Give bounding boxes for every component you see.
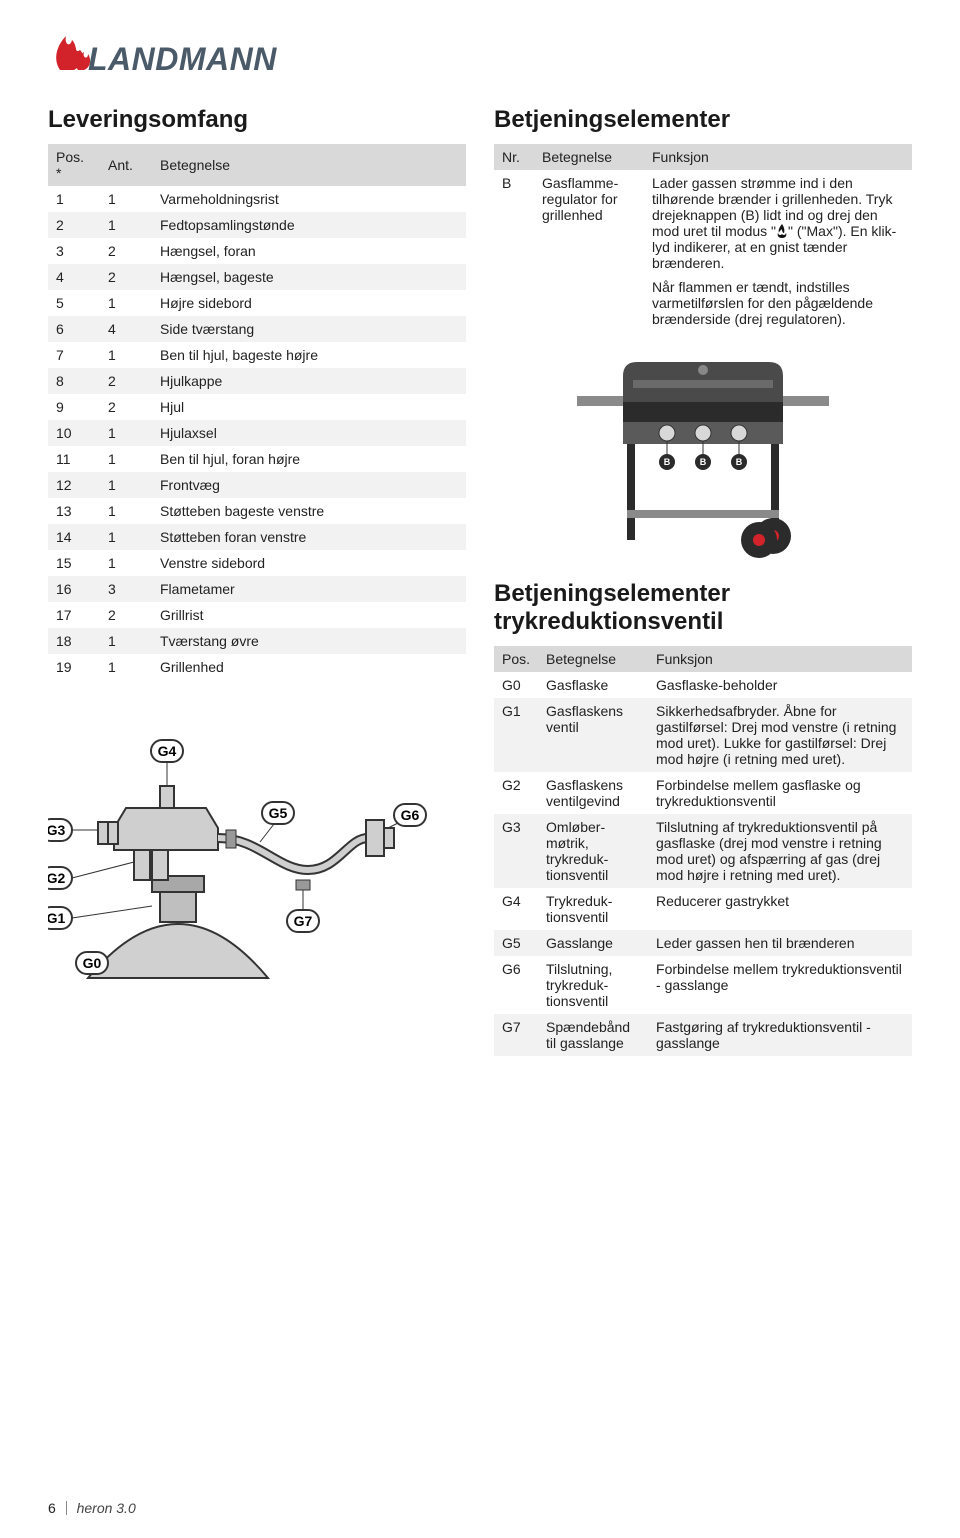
brand-logo: LANDMANN [48,30,912,78]
table-row: 82Hjulkappe [48,368,466,394]
table-row: G2Gasflaskens ventilgevindForbindelse me… [494,772,912,814]
valve-table: Pos. Betegnelse Funksjon G0GasflaskeGasf… [494,646,912,1056]
table-row: G5GasslangeLeder gassen hen til brændere… [494,930,912,956]
table-row: 11Varmeholdningsrist [48,186,466,212]
brand-name: LANDMANN [88,41,277,78]
product-name: heron 3.0 [77,1500,136,1516]
table-row: 181Tværstang øvre [48,628,466,654]
heading-trykreduktion: Betjeningselementer trykreduktionsventil [494,580,912,636]
th-bet3: Betegnelse [538,646,648,672]
th-funk: Funksjon [644,144,912,170]
controls-table: Nr. Betegnelse Funksjon B Gasflamme­regu… [494,144,912,332]
right-column: Betjeningselementer Nr. Betegnelse Funks… [494,106,912,1056]
table-row: G4Trykreduk­tionsventilReducerer gastryk… [494,888,912,930]
label-g4: G4 [158,743,177,759]
th-ant: Ant. [100,144,152,186]
label-g3: G3 [48,822,66,838]
parts-table: Pos. * Ant. Betegnelse 11Varmeholdningsr… [48,144,466,680]
table-row: G3Omløber­møtrik, trykreduk­tionsventilT… [494,814,912,888]
table-row: G1Gasflaskens ventilSikkerhedsafbryder. … [494,698,912,772]
th-pos2: Pos. [494,646,538,672]
cell-funk: Lader gassen strømme ind i den tilhørend… [644,170,912,332]
th-funk2: Funksjon [648,646,912,672]
cell-bet: Gasflamme­regulator for grillenhed [534,170,644,332]
table-row: G0GasflaskeGasflaske-beholder [494,672,912,698]
table-row: 51Højre sidebord [48,290,466,316]
table-row: 163Flametamer [48,576,466,602]
table-row: 131Støtteben bageste venstre [48,498,466,524]
label-g6: G6 [401,807,420,823]
label-g5: G5 [269,805,288,821]
label-g2: G2 [48,870,66,886]
svg-text:B: B [736,457,743,467]
label-g0: G0 [83,955,102,971]
table-row: 71Ben til hjul, bageste højre [48,342,466,368]
table-row: 32Hængsel, foran [48,238,466,264]
label-g1: G1 [48,910,66,926]
valve-diagram: G4 G3 G2 G1 G0 G5 [48,720,428,980]
cell-nr: B [494,170,534,332]
page-number: 6 [48,1500,56,1516]
heading-leveringsomfang: Leveringsomfang [48,106,466,134]
table-row: 172Grillrist [48,602,466,628]
heading-betjening: Betjeningselementer [494,106,912,134]
th-pos: Pos. * [48,144,100,186]
table-row: G7Spændebånd til gasslangeFastgøring af … [494,1014,912,1056]
th-nr: Nr. [494,144,534,170]
page-footer: 6 heron 3.0 [48,1500,136,1516]
flame-icon [776,224,788,238]
table-row: 42Hængsel, bageste [48,264,466,290]
th-bet: Betegnelse [152,144,466,186]
table-row: 92Hjul [48,394,466,420]
label-g7: G7 [294,913,313,929]
svg-text:B: B [664,457,671,467]
table-row: 191Grillenhed [48,654,466,680]
table-row: 121Frontvæg [48,472,466,498]
table-row: 101Hjulaxsel [48,420,466,446]
left-column: Leveringsomfang Pos. * Ant. Betegnelse 1… [48,106,466,1056]
grill-illustration: B B B [573,340,833,560]
table-row: G6Tilslutning, trykreduk­tionsventilForb… [494,956,912,1014]
svg-text:B: B [700,457,707,467]
table-row: 111Ben til hjul, foran højre [48,446,466,472]
table-row: 141Støtteben foran venstre [48,524,466,550]
table-row: B Gasflamme­regulator for grillenhed Lad… [494,170,912,332]
table-row: 21Fedtopsamlingstønde [48,212,466,238]
table-row: 64Side tværstang [48,316,466,342]
table-row: 151Venstre sidebord [48,550,466,576]
th-bet2: Betegnelse [534,144,644,170]
